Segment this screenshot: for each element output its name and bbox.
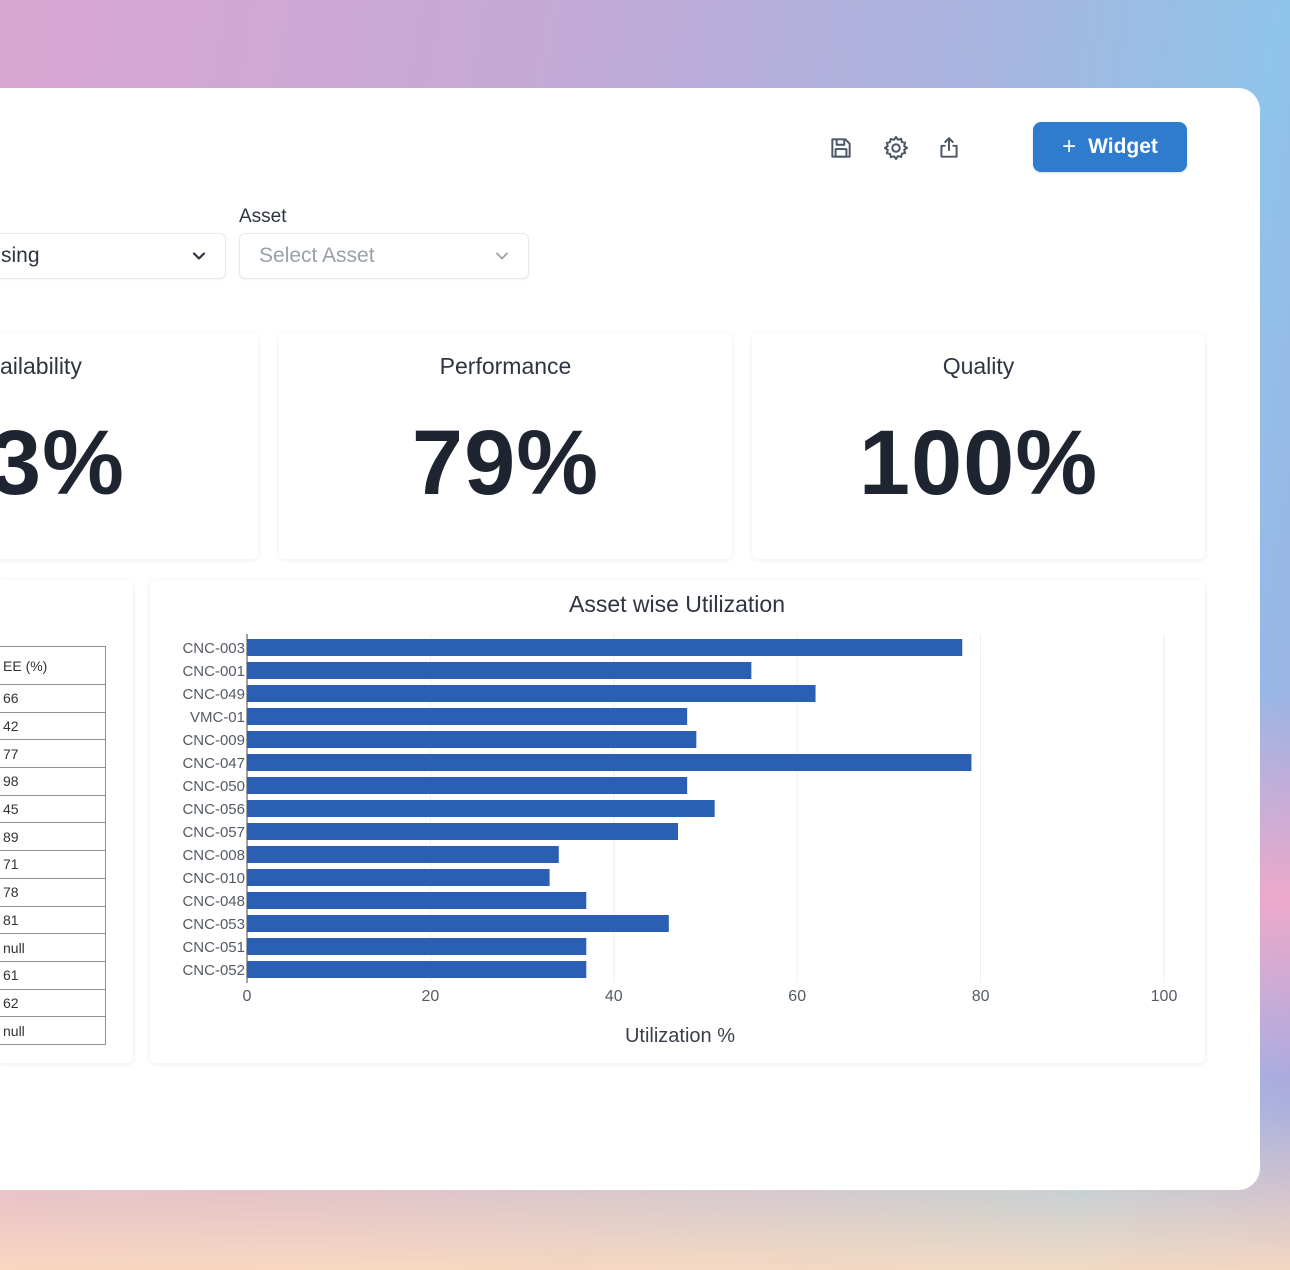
y-tick-label: CNC-050	[182, 778, 245, 795]
y-tick-label: CNC-003	[182, 640, 245, 657]
table-row: 71	[0, 850, 106, 879]
quality-kpi-card: Quality 100%	[752, 333, 1205, 559]
table-row: 42	[0, 711, 106, 741]
quality-kpi-title: Quality	[942, 353, 1015, 379]
oee-cell: 45	[0, 794, 106, 824]
table-row: null	[0, 933, 106, 962]
x-tick-label: 80	[972, 988, 990, 1005]
x-tick-label: 60	[788, 988, 806, 1005]
y-tick-label: CNC-056	[182, 801, 245, 818]
add-widget-button[interactable]: + Widget	[1033, 122, 1187, 172]
bar-cnc-049[interactable]	[247, 685, 816, 702]
dashboard-card: + Widget sing Asset Select Asset ailabil…	[0, 88, 1260, 1190]
oee-table-panel: EE (%) 66 42 77 98 45 89 71 78 81 null 61 62 null	[0, 580, 133, 1063]
x-tick-label: 40	[605, 988, 623, 1005]
y-tick-label: CNC-051	[182, 939, 245, 956]
asset-select-placeholder: Select Asset	[259, 244, 375, 267]
gear-icon[interactable]	[882, 134, 910, 162]
y-tick-label: VMC-01	[190, 709, 245, 726]
bar-cnc-047[interactable]	[247, 754, 972, 771]
availability-kpi-value: 3%	[0, 412, 125, 514]
asset-filter-label: Asset	[239, 206, 287, 227]
add-widget-label: Widget	[1088, 135, 1158, 158]
chart-title: Asset wise Utilization	[569, 591, 785, 617]
x-tick-label: 20	[422, 988, 440, 1005]
oee-column-header: EE (%)	[0, 646, 106, 685]
x-tick-label: 100	[1151, 988, 1178, 1005]
oee-cell: 71	[0, 850, 106, 879]
table-row: 62	[0, 988, 106, 1018]
bar-cnc-056[interactable]	[247, 800, 715, 817]
asset-utilization-chart-panel: Asset wise Utilization CNC-003 CNC-001 CNC…	[150, 580, 1205, 1063]
y-tick-label: CNC-053	[182, 916, 245, 933]
asset-utilization-chart: Asset wise Utilization CNC-003 CNC-001 CNC…	[182, 591, 1178, 1047]
table-row: 78	[0, 877, 106, 907]
plus-icon: +	[1062, 133, 1077, 160]
table-row: 89	[0, 822, 106, 852]
chart-x-axis-label: Utilization %	[625, 1025, 735, 1047]
y-tick-label: CNC-052	[182, 962, 245, 979]
share-icon[interactable]	[935, 134, 963, 162]
oee-cell: null	[0, 933, 106, 962]
performance-kpi-card: Performance 79%	[279, 333, 732, 559]
bar-cnc-048[interactable]	[247, 892, 587, 909]
oee-table: EE (%) 66 42 77 98 45 89 71 78 81 null 61 62 null	[0, 646, 106, 1045]
quality-kpi-value: 100%	[858, 412, 1099, 514]
bar-cnc-010[interactable]	[247, 869, 550, 886]
oee-cell: 61	[0, 960, 106, 990]
y-tick-label: CNC-049	[182, 686, 245, 703]
oee-cell: 98	[0, 767, 106, 796]
oee-cell: 89	[0, 822, 106, 852]
bar-cnc-003[interactable]	[247, 639, 963, 656]
oee-cell: 66	[0, 684, 106, 713]
bar-cnc-053[interactable]	[247, 915, 669, 932]
table-row: 98	[0, 767, 106, 796]
table-row: 66	[0, 684, 106, 713]
bar-cnc-051[interactable]	[247, 938, 587, 955]
oee-cell: 81	[0, 905, 106, 935]
bar-cnc-009[interactable]	[247, 731, 697, 748]
performance-kpi-title: Performance	[439, 353, 572, 379]
performance-kpi-value: 79%	[411, 412, 600, 514]
y-tick-label: CNC-057	[182, 824, 245, 841]
save-icon[interactable]	[827, 134, 855, 162]
table-row: 81	[0, 905, 106, 935]
chevron-down-icon	[496, 252, 508, 260]
bar-cnc-001[interactable]	[247, 662, 752, 679]
y-tick-label: CNC-008	[182, 847, 245, 864]
first-filter-select[interactable]: sing	[0, 233, 226, 279]
y-tick-label: CNC-048	[182, 893, 245, 910]
oee-cell: null	[0, 1016, 106, 1045]
oee-cell: 62	[0, 988, 106, 1018]
table-row: 45	[0, 794, 106, 824]
chevron-down-icon	[192, 252, 206, 260]
asset-select[interactable]: Select Asset	[239, 233, 529, 279]
table-row: 77	[0, 739, 106, 769]
bar-cnc-052[interactable]	[247, 961, 587, 978]
y-tick-label: CNC-009	[182, 732, 245, 749]
availability-kpi-title: ailability	[0, 353, 82, 379]
y-tick-label: CNC-001	[182, 663, 245, 680]
table-row: null	[0, 1016, 106, 1045]
availability-kpi-card: ailability 3%	[0, 333, 258, 559]
bar-cnc-050[interactable]	[247, 777, 688, 794]
y-tick-label: CNC-010	[182, 870, 245, 887]
oee-cell: 78	[0, 877, 106, 907]
oee-cell: 42	[0, 711, 106, 741]
bar-cnc-057[interactable]	[247, 823, 678, 840]
y-tick-label: CNC-047	[182, 755, 245, 772]
x-tick-label: 0	[243, 988, 252, 1005]
oee-cell: 77	[0, 739, 106, 769]
table-row: 61	[0, 960, 106, 990]
first-filter-value: sing	[1, 244, 40, 267]
bar-vmc-01[interactable]	[247, 708, 688, 725]
bar-cnc-008[interactable]	[247, 846, 559, 863]
